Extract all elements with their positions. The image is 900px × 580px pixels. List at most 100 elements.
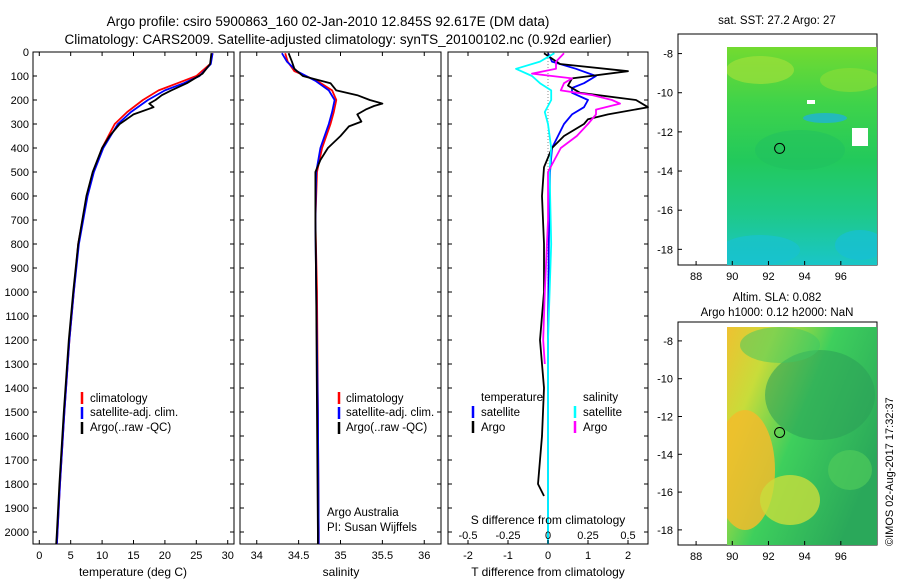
x-tick-label: 5 bbox=[68, 550, 74, 562]
map-y-tick-label: -10 bbox=[657, 374, 673, 386]
salinity-panel bbox=[239, 51, 442, 545]
map-x-tick-label: 90 bbox=[726, 551, 738, 563]
depth-tick-label: 1700 bbox=[5, 455, 29, 467]
legend-t-satellite: satellite bbox=[481, 407, 520, 419]
title-line-2: Climatology: CARS2009. Satellite-adjuste… bbox=[64, 32, 611, 47]
map-y-tick-label: -8 bbox=[663, 336, 673, 348]
x-tick-label: 1 bbox=[585, 550, 591, 562]
legend-s-argo: Argo bbox=[583, 422, 607, 434]
depth-tick-label: 1100 bbox=[5, 311, 29, 323]
series-line-satellite-adj-clim- bbox=[281, 52, 336, 544]
temperature-legend: climatology satellite-adj. clim. Argo(..… bbox=[80, 392, 178, 434]
depth-tick-label: 1200 bbox=[5, 335, 29, 347]
temperature-panel bbox=[32, 51, 235, 545]
argo-location-marker bbox=[774, 142, 786, 154]
legend-climatology: climatology bbox=[346, 393, 404, 405]
map-x-tick-label: 92 bbox=[762, 271, 774, 283]
map-x-tick-label: 90 bbox=[726, 271, 738, 283]
depth-tick-label: 600 bbox=[11, 191, 29, 203]
legend-t-argo: Argo bbox=[481, 422, 505, 434]
map-y-tick-label: -16 bbox=[657, 487, 673, 499]
depth-tick-label: 700 bbox=[11, 215, 29, 227]
legend-satellite: satellite-adj. clim. bbox=[346, 407, 434, 419]
x-tick-label: 34 bbox=[251, 550, 263, 562]
map-y-tick-label: -16 bbox=[657, 205, 673, 217]
series-line-argo-raw-qc- bbox=[287, 52, 384, 544]
x-tick-label: 30 bbox=[222, 550, 234, 562]
x-tick-label: 35.5 bbox=[372, 550, 393, 562]
map-y-tick-label: -12 bbox=[657, 127, 673, 139]
s-tick-label: -0.5 bbox=[459, 530, 478, 542]
annotation-pi: PI: Susan Wijffels bbox=[327, 522, 417, 534]
sst-map bbox=[677, 33, 878, 266]
depth-tick-label: 1800 bbox=[5, 479, 29, 491]
series-line-t-argo bbox=[537, 52, 649, 497]
map-x-tick-label: 94 bbox=[799, 551, 811, 563]
difference-axis-label: T difference from climatology bbox=[471, 565, 625, 579]
sst-map-title: sat. SST: 27.2 Argo: 27 bbox=[718, 15, 836, 27]
legend-argo: Argo(..raw -QC) bbox=[346, 422, 427, 434]
s-difference-ticks: -0.5 -0.25 0 0.25 0.5 bbox=[459, 530, 636, 542]
x-tick-label: 0 bbox=[545, 550, 551, 562]
x-tick-label: 20 bbox=[159, 550, 171, 562]
series-line-climatology bbox=[56, 52, 214, 545]
x-tick-label: 0 bbox=[36, 550, 42, 562]
map-x-tick-label: 88 bbox=[690, 271, 702, 283]
sla-map bbox=[677, 321, 878, 546]
temperature-axis-label: temperature (deg C) bbox=[79, 565, 187, 579]
annotation-argo-australia: Argo Australia bbox=[327, 507, 399, 519]
depth-tick-label: 1000 bbox=[5, 287, 29, 299]
series-line-s-satellite bbox=[515, 52, 555, 544]
legend-s-satellite: satellite bbox=[583, 407, 622, 419]
sla-map-axes: 88 90 92 94 96 -8 -10 -12 -14 -16 -18 bbox=[657, 336, 847, 563]
depth-tick-label: 1900 bbox=[5, 503, 29, 515]
map-x-tick-label: 96 bbox=[835, 271, 847, 283]
difference-legend: temperature salinity satellite Argo sate… bbox=[471, 392, 622, 434]
s-tick-label: 0.25 bbox=[577, 530, 598, 542]
s-tick-label: 0.5 bbox=[620, 530, 635, 542]
x-tick-label: 25 bbox=[190, 550, 202, 562]
depth-tick-label: 1400 bbox=[5, 383, 29, 395]
map-y-tick-label: -8 bbox=[663, 49, 673, 61]
s-tick-label: 0 bbox=[545, 530, 551, 542]
series-line-t-satellite bbox=[547, 52, 597, 544]
map-x-tick-label: 92 bbox=[762, 551, 774, 563]
argo-location-marker bbox=[774, 426, 786, 438]
x-tick-label: -2 bbox=[463, 550, 473, 562]
difference-series bbox=[515, 52, 649, 544]
salinity-series bbox=[281, 52, 384, 544]
x-tick-label: 15 bbox=[127, 550, 139, 562]
depth-tick-label: 300 bbox=[11, 119, 29, 131]
series-line-s-argo bbox=[531, 52, 621, 365]
depth-tick-label: 400 bbox=[11, 143, 29, 155]
title-line-1: Argo profile: csiro 5900863_160 02-Jan-2… bbox=[107, 14, 550, 29]
depth-tick-label: 900 bbox=[11, 263, 29, 275]
salinity-legend: climatology satellite-adj. clim. Argo(..… bbox=[337, 392, 434, 434]
depth-tick-label: 0 bbox=[23, 47, 29, 59]
series-line-argo-raw-qc- bbox=[55, 53, 213, 545]
sla-map-title-1: Altim. SLA: 0.082 bbox=[733, 292, 822, 304]
s-tick-label: -0.25 bbox=[495, 530, 520, 542]
x-tick-label: 10 bbox=[96, 550, 108, 562]
map-x-tick-label: 96 bbox=[835, 551, 847, 563]
map-x-tick-label: 94 bbox=[799, 271, 811, 283]
map-y-tick-label: -18 bbox=[657, 525, 673, 537]
legend-argo: Argo(..raw -QC) bbox=[90, 422, 171, 434]
map-y-tick-label: -18 bbox=[657, 244, 673, 256]
salinity-x-axis: 34 34.5 35 35.5 36 bbox=[251, 52, 430, 562]
depth-tick-label: 200 bbox=[11, 95, 29, 107]
temperature-x-axis: 0 5 10 15 20 25 30 bbox=[36, 52, 234, 562]
legend-salinity-title: salinity bbox=[583, 392, 618, 404]
legend-climatology: climatology bbox=[90, 393, 148, 405]
legend-satellite: satellite-adj. clim. bbox=[90, 407, 178, 419]
map-x-tick-label: 88 bbox=[690, 551, 702, 563]
map-y-tick-label: -12 bbox=[657, 411, 673, 423]
depth-tick-label: 500 bbox=[11, 167, 29, 179]
x-tick-label: 36 bbox=[418, 550, 430, 562]
temperature-series bbox=[55, 52, 214, 545]
series-line-satellite-adj-clim- bbox=[56, 53, 214, 545]
depth-tick-label: 800 bbox=[11, 239, 29, 251]
depth-axis: 0 100 200 300 400 500 600 700 800 900 1000 1100 1200… bbox=[5, 47, 648, 539]
x-tick-label: -1 bbox=[503, 550, 513, 562]
